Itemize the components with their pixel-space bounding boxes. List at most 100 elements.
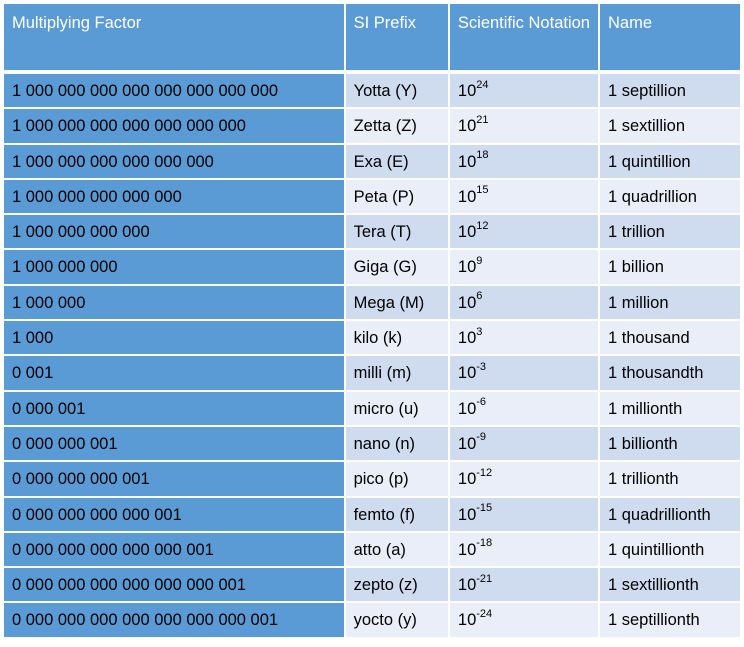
notation-base: 10 <box>457 152 477 171</box>
scientific-notation-cell: 10-3 <box>449 356 600 392</box>
name-cell: 1 billionth <box>599 426 740 463</box>
scientific-notation-cell: 1024 <box>449 74 600 110</box>
scientific-notation-cell: 10-12 <box>449 462 600 498</box>
table-row: 0 000 000 000 000 000 001 atto (a) 10-18 1 … <box>4 532 740 569</box>
name-cell: 1 sextillion <box>599 109 740 145</box>
table-row: 1 000 000 000 000 000 Peta (P) 1015 1 quadr… <box>4 179 740 216</box>
notation-base: 10 <box>457 399 477 418</box>
notation-base: 10 <box>457 187 477 206</box>
table-row: 0 001 milli (m) 10-3 1 thousandth <box>4 356 740 392</box>
scientific-notation-cell: 1015 <box>449 179 600 216</box>
notation-exponent: -15 <box>476 502 493 515</box>
multiplying-factor-cell: 0 000 000 000 000 000 000 000 001 <box>4 603 346 639</box>
si-prefix-cell: zepto (z) <box>345 568 450 604</box>
multiplying-factor-cell: 0 000 000 001 <box>4 426 346 463</box>
notation-base: 10 <box>457 576 477 595</box>
si-prefix-cell: Zetta (Z) <box>345 109 450 145</box>
scientific-notation-cell: 103 <box>449 321 600 357</box>
table-row: 0 000 000 000 000 001 femto (f) 10-15 1 qua… <box>4 497 740 533</box>
table-row: 1 000 kilo (k) 103 1 thousand <box>4 321 740 357</box>
notation-exponent: 3 <box>476 325 483 338</box>
multiplying-factor-cell: 0 000 000 000 000 000 000 001 <box>4 568 346 604</box>
name-cell: 1 sextillionth <box>599 568 740 604</box>
name-cell: 1 quadrillion <box>599 179 740 216</box>
notation-base: 10 <box>457 117 477 136</box>
notation-base: 10 <box>457 611 477 630</box>
notation-exponent: -24 <box>476 607 493 620</box>
name-cell: 1 thousandth <box>599 356 740 392</box>
notation-exponent: -18 <box>476 537 493 550</box>
notation-exponent: -12 <box>476 466 493 479</box>
si-prefix-cell: Giga (G) <box>345 250 450 286</box>
notation-base: 10 <box>457 258 477 277</box>
notation-exponent: 24 <box>476 78 489 91</box>
si-prefix-cell: pico (p) <box>345 462 450 498</box>
multiplying-factor-cell: 1 000 000 000 000 000 000 000 000 <box>4 74 346 110</box>
header-si-prefix: SI Prefix <box>345 4 450 74</box>
scientific-notation-cell: 10-9 <box>449 426 600 463</box>
multiplying-factor-cell: 1 000 <box>4 321 346 357</box>
name-cell: 1 million <box>599 285 740 322</box>
name-cell: 1 millionth <box>599 391 740 427</box>
table-body: 1 000 000 000 000 000 000 000 000 Yotta (… <box>4 74 740 639</box>
multiplying-factor-cell: 1 000 000 <box>4 285 346 322</box>
notation-base: 10 <box>457 293 477 312</box>
notation-base: 10 <box>457 540 477 559</box>
table-row: 1 000 000 000 000 000 000 Exa (E) 1018 1 qu… <box>4 144 740 180</box>
multiplying-factor-cell: 0 000 000 000 000 000 001 <box>4 532 346 569</box>
si-prefix-cell: yocto (y) <box>345 603 450 639</box>
name-cell: 1 trillionth <box>599 462 740 498</box>
si-prefix-table: Multiplying Factor SI Prefix Scientific … <box>4 4 740 639</box>
notation-base: 10 <box>457 434 477 453</box>
multiplying-factor-cell: 1 000 000 000 000 000 000 <box>4 144 346 180</box>
si-prefix-cell: Exa (E) <box>345 144 450 180</box>
scientific-notation-cell: 10-18 <box>449 532 600 569</box>
notation-base: 10 <box>457 329 477 348</box>
scientific-notation-cell: 1012 <box>449 215 600 251</box>
name-cell: 1 billion <box>599 250 740 286</box>
si-prefix-cell: Yotta (Y) <box>345 74 450 110</box>
notation-exponent: -3 <box>476 360 487 373</box>
si-prefix-cell: femto (f) <box>345 497 450 533</box>
table-row: 1 000 000 000 000 000 000 000 Zetta (Z) 10… <box>4 109 740 145</box>
si-prefix-cell: Mega (M) <box>345 285 450 322</box>
multiplying-factor-cell: 1 000 000 000 <box>4 250 346 286</box>
table-row: 1 000 000 000 Giga (G) 109 1 billion <box>4 250 740 286</box>
header-name: Name <box>599 4 740 74</box>
si-prefix-cell: nano (n) <box>345 426 450 463</box>
multiplying-factor-cell: 0 000 001 <box>4 391 346 427</box>
multiplying-factor-cell: 0 001 <box>4 356 346 392</box>
scientific-notation-cell: 109 <box>449 250 600 286</box>
multiplying-factor-cell: 1 000 000 000 000 <box>4 215 346 251</box>
notation-exponent: 12 <box>476 219 489 232</box>
name-cell: 1 quintillion <box>599 144 740 180</box>
multiplying-factor-cell: 1 000 000 000 000 000 000 000 <box>4 109 346 145</box>
scientific-notation-cell: 10-24 <box>449 603 600 639</box>
name-cell: 1 quintillionth <box>599 532 740 569</box>
si-prefix-cell: atto (a) <box>345 532 450 569</box>
notation-exponent: 6 <box>476 290 483 303</box>
table-row: 1 000 000 000 000 000 000 000 000 Yotta (… <box>4 74 740 110</box>
header-scientific-notation: Scientific Notation <box>449 4 600 74</box>
table-header: Multiplying Factor SI Prefix Scientific … <box>4 4 740 74</box>
multiplying-factor-cell: 0 000 000 000 001 <box>4 462 346 498</box>
name-cell: 1 thousand <box>599 321 740 357</box>
notation-exponent: -6 <box>476 396 487 409</box>
table-row: 0 000 000 000 001 pico (p) 10-12 1 trillion… <box>4 462 740 498</box>
notation-exponent: 21 <box>476 113 489 126</box>
notation-base: 10 <box>457 82 477 100</box>
table-row: 0 000 000 000 000 000 000 001 zepto (z) 10… <box>4 568 740 604</box>
notation-exponent: 9 <box>476 254 483 267</box>
notation-exponent: 15 <box>476 184 489 197</box>
scientific-notation-cell: 1018 <box>449 144 600 180</box>
table-row: 1 000 000 Mega (M) 106 1 million <box>4 285 740 322</box>
scientific-notation-cell: 10-21 <box>449 568 600 604</box>
notation-base: 10 <box>457 364 477 383</box>
notation-base: 10 <box>457 223 477 242</box>
table-row: 0 000 000 001 nano (n) 10-9 1 billionth <box>4 426 740 463</box>
name-cell: 1 quadrillionth <box>599 497 740 533</box>
scientific-notation-cell: 10-15 <box>449 497 600 533</box>
notation-exponent: 18 <box>476 149 489 162</box>
name-cell: 1 trillion <box>599 215 740 251</box>
table-row: 1 000 000 000 000 Tera (T) 1012 1 trillion <box>4 215 740 251</box>
